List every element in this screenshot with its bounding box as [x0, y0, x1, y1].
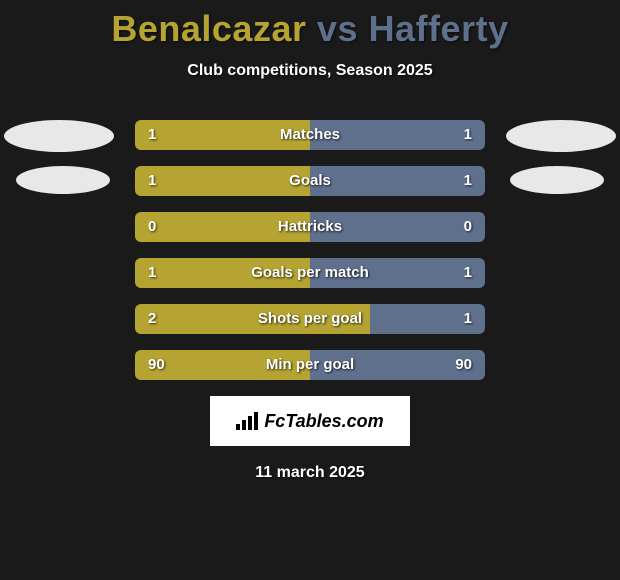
stat-value-left: 0: [148, 212, 156, 242]
stat-value-right: 1: [464, 166, 472, 196]
stat-value-right: 1: [464, 304, 472, 334]
stat-bar-left: [135, 120, 310, 150]
date-label: 11 march 2025: [0, 464, 620, 482]
stat-bar: [135, 120, 485, 150]
stat-row: 11Matches: [0, 120, 620, 150]
stat-bar: [135, 258, 485, 288]
stat-bar-right: [310, 120, 485, 150]
branding-badge: FcTables.com: [210, 396, 410, 446]
stat-value-left: 1: [148, 120, 156, 150]
stat-bar-right: [310, 212, 485, 242]
stat-bar-left: [135, 258, 310, 288]
stat-value-right: 1: [464, 258, 472, 288]
stat-row: 11Goals: [0, 166, 620, 196]
stat-bar: [135, 166, 485, 196]
stat-value-right: 90: [455, 350, 472, 380]
stat-value-right: 1: [464, 120, 472, 150]
subtitle: Club competitions, Season 2025: [0, 62, 620, 80]
stat-bar: [135, 350, 485, 380]
stat-row: 9090Min per goal: [0, 350, 620, 380]
stat-row: 21Shots per goal: [0, 304, 620, 334]
branding-text: FcTables.com: [264, 411, 383, 432]
stat-value-left: 1: [148, 166, 156, 196]
player1-name: Benalcazar: [111, 8, 306, 49]
stat-bar: [135, 304, 485, 334]
stat-bar-right: [310, 166, 485, 196]
player2-name: Hafferty: [369, 8, 509, 49]
stats-chart: 11Matches11Goals00Hattricks11Goals per m…: [0, 120, 620, 380]
stat-bar-left: [135, 166, 310, 196]
stat-bar: [135, 212, 485, 242]
stat-value-right: 0: [464, 212, 472, 242]
stat-value-left: 90: [148, 350, 165, 380]
stat-value-left: 2: [148, 304, 156, 334]
stat-value-left: 1: [148, 258, 156, 288]
vs-text: vs: [317, 8, 358, 49]
bar-chart-icon: [236, 412, 258, 430]
stat-bar-left: [135, 304, 370, 334]
stat-bar-left: [135, 212, 310, 242]
stat-row: 11Goals per match: [0, 258, 620, 288]
stat-bar-right: [310, 258, 485, 288]
comparison-title: Benalcazar vs Hafferty: [0, 0, 620, 50]
stat-row: 00Hattricks: [0, 212, 620, 242]
